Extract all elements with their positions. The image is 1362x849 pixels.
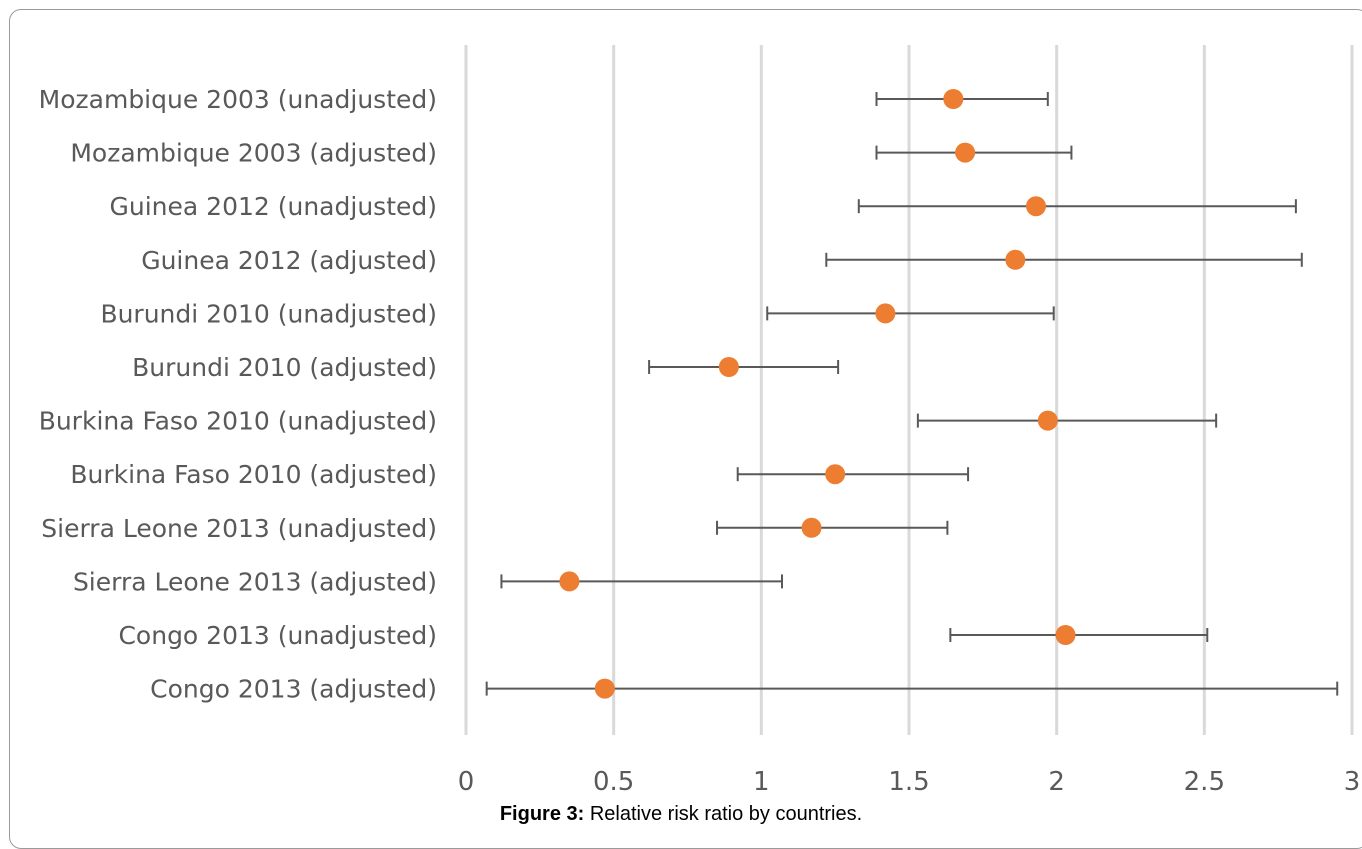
x-tick-labels: 0 0.5 1 1.5 2 2.5 3 bbox=[458, 767, 1361, 797]
category-label-4: Burundi 2010 (unadjusted) bbox=[100, 299, 437, 328]
point-0 bbox=[943, 89, 964, 109]
point-3 bbox=[1005, 249, 1026, 270]
category-label-3: Guinea 2012 (adjusted) bbox=[141, 246, 437, 275]
point-11 bbox=[594, 678, 615, 699]
point-4 bbox=[875, 303, 896, 324]
x-tick-label-6: 3 bbox=[1344, 767, 1361, 797]
data-points bbox=[559, 89, 1076, 699]
category-label-6: Burkina Faso 2010 (unadjusted) bbox=[39, 407, 437, 436]
error-bars bbox=[485, 92, 1339, 696]
point-7 bbox=[825, 464, 846, 485]
category-label-5: Burundi 2010 (adjusted) bbox=[132, 353, 437, 382]
category-labels: Mozambique 2003 (unadjusted) Mozambique 2… bbox=[39, 85, 437, 704]
gridlines bbox=[464, 45, 1354, 735]
category-label-7: Burkina Faso 2010 (adjusted) bbox=[70, 460, 437, 489]
point-2 bbox=[1025, 196, 1046, 217]
point-5 bbox=[718, 357, 739, 377]
x-tick-label-4: 2 bbox=[1048, 767, 1065, 797]
category-label-9: Sierra Leone 2013 (adjusted) bbox=[73, 567, 437, 596]
x-tick-label-2: 1 bbox=[753, 767, 770, 797]
category-label-2: Guinea 2012 (unadjusted) bbox=[110, 192, 437, 221]
x-tick-label-5: 2.5 bbox=[1184, 767, 1225, 797]
point-6 bbox=[1037, 410, 1058, 431]
x-tick-label-0: 0 bbox=[458, 767, 475, 797]
point-10 bbox=[1055, 625, 1076, 645]
caption-label: Figure 3: bbox=[499, 803, 585, 825]
caption-text: Relative risk ratio by countries. bbox=[589, 803, 863, 825]
risk-ratio-chart: Mozambique 2003 (unadjusted) Mozambique 2… bbox=[39, 45, 1361, 797]
category-label-0: Mozambique 2003 (unadjusted) bbox=[39, 85, 437, 114]
x-tick-label-1: 0.5 bbox=[593, 767, 634, 797]
category-label-10: Congo 2013 (unadjusted) bbox=[118, 621, 437, 650]
category-label-1: Mozambique 2003 (adjusted) bbox=[70, 139, 437, 168]
category-label-8: Sierra Leone 2013 (unadjusted) bbox=[41, 514, 437, 543]
category-label-11: Congo 2013 (adjusted) bbox=[150, 675, 437, 704]
figure-caption: Figure 3: Relative risk ratio by countri… bbox=[0, 803, 1362, 826]
point-9 bbox=[559, 571, 580, 592]
point-8 bbox=[801, 517, 822, 538]
point-1 bbox=[955, 142, 976, 163]
x-tick-label-3: 1.5 bbox=[888, 767, 929, 797]
